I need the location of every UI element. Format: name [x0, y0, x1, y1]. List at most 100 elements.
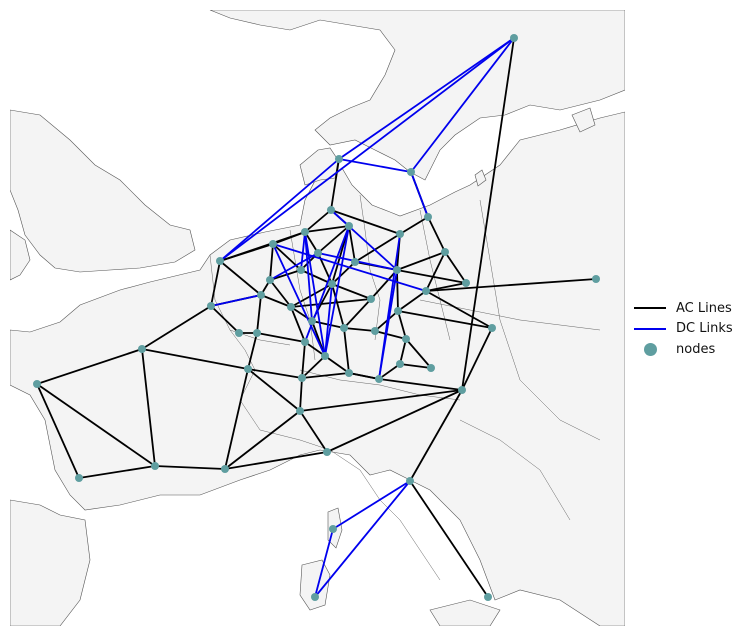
dc-link-g-P	[378, 233, 401, 380]
node-a	[510, 34, 518, 42]
dc-links	[210, 37, 515, 598]
node-Z	[484, 593, 492, 601]
dc-link-X-Y	[314, 528, 334, 598]
node-E	[488, 324, 496, 332]
dc-link-i-I	[272, 243, 326, 357]
ac-line-g-f	[399, 216, 429, 235]
ac-line-f-o	[427, 216, 446, 253]
ac-line-F-O	[301, 341, 306, 379]
legend-nodes: nodes	[634, 339, 746, 360]
ac-line-K-R	[247, 368, 301, 412]
sicily	[429, 599, 501, 626]
ac-line-U-V	[224, 451, 328, 470]
node-t	[257, 291, 265, 299]
ac-line-J-S	[36, 383, 156, 467]
legend-dc: DC Links	[634, 319, 746, 340]
ac-line-e-h	[304, 225, 350, 233]
ac-line-V-Q	[326, 389, 463, 453]
node-u	[207, 302, 215, 310]
node-j	[216, 257, 224, 265]
baltic-island-2	[571, 107, 596, 133]
ac-line-I-O	[301, 355, 326, 379]
ac-line-J-T	[36, 383, 80, 479]
ac-line-a-Q	[461, 37, 515, 391]
ac-line-A-N	[343, 327, 350, 374]
ac-line-C-F	[256, 332, 306, 343]
ac-line-v-A	[343, 298, 372, 329]
dc-link-t-u	[210, 294, 262, 307]
ac-line-o-n	[396, 251, 446, 271]
ac-line-K-H	[141, 348, 249, 370]
ac-line-w-q	[425, 278, 597, 292]
ac-line-E-Q	[461, 327, 493, 391]
node-M	[427, 364, 435, 372]
ac-line-n-v	[370, 269, 398, 300]
ac-line-R-V	[299, 410, 328, 453]
ac-line-y-E	[397, 310, 493, 329]
dc-link-i-w	[272, 243, 427, 292]
legend-nodes-label: nodes	[676, 341, 716, 357]
ac-line-S-U	[154, 465, 226, 470]
node-l	[351, 258, 359, 266]
dc-link-h-z	[304, 231, 313, 322]
node-g	[396, 230, 404, 238]
node-Y	[311, 593, 319, 601]
node-U	[221, 465, 229, 473]
node-H	[138, 345, 146, 353]
ac-line-m-s	[300, 269, 333, 285]
ac-line-swatch	[634, 307, 666, 310]
ac-line-L-M	[399, 363, 432, 369]
ac-line-o-p	[444, 251, 467, 284]
node-V	[323, 448, 331, 456]
ac-line-G-L	[399, 338, 407, 365]
dc-link-e-I	[324, 225, 350, 357]
node-T	[75, 474, 83, 482]
ac-line-H-S	[141, 348, 156, 467]
ac-line-j-t	[219, 260, 262, 296]
node-e	[345, 222, 353, 230]
node-C	[253, 329, 261, 337]
ac-line-R-Q	[299, 389, 463, 412]
dc-link-c-f	[410, 171, 429, 218]
node-F	[301, 338, 309, 346]
node-o	[441, 248, 449, 256]
dc-link-d-e	[330, 209, 350, 227]
great-britain	[10, 109, 196, 273]
node-K	[244, 365, 252, 373]
network-nodes	[33, 34, 600, 601]
node-A	[340, 324, 348, 332]
ac-line-d-g	[330, 209, 401, 235]
ac-line-I-N	[324, 355, 350, 374]
node-r	[266, 276, 274, 284]
ac-line-w-E	[425, 290, 493, 329]
ac-line-A-D	[343, 327, 376, 332]
ac-line-e-k	[317, 225, 350, 254]
legend: AC Lines DC Links nodes	[634, 298, 746, 360]
dc-link-W-X	[332, 480, 411, 530]
node-Q	[458, 386, 466, 394]
denmark	[299, 147, 339, 186]
node-P	[375, 375, 383, 383]
dc-link-s-I	[324, 283, 333, 357]
ac-line-K-U	[224, 368, 249, 470]
node-J	[33, 380, 41, 388]
node-x	[287, 303, 295, 311]
node-W	[406, 477, 414, 485]
ac-line-m-r	[269, 269, 302, 281]
node-B	[235, 329, 243, 337]
node-m	[297, 266, 305, 274]
ac-line-s-A	[331, 283, 345, 329]
ac-line-g-l	[354, 233, 401, 263]
node-L	[396, 360, 404, 368]
ac-line-l-s	[331, 261, 356, 285]
dc-link-a-c	[410, 37, 515, 173]
ac-line-t-x	[260, 294, 292, 308]
land-masses	[10, 10, 625, 626]
legend-ac: AC Lines	[634, 298, 746, 319]
ac-line-i-r	[269, 243, 274, 281]
node-i	[269, 240, 277, 248]
ac-line-D-G	[374, 330, 407, 340]
node-c	[407, 168, 415, 176]
node-b	[335, 155, 343, 163]
node-z	[308, 317, 316, 325]
